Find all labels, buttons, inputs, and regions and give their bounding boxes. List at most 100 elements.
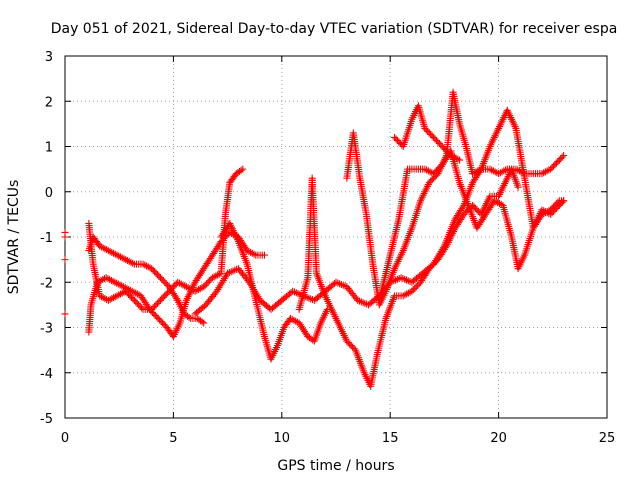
data-point xyxy=(135,301,143,309)
data-point xyxy=(412,283,420,291)
data-point xyxy=(430,170,438,178)
data-point xyxy=(158,295,166,303)
data-point xyxy=(120,288,128,296)
data-point xyxy=(159,293,167,301)
data-point xyxy=(239,165,247,173)
data-point xyxy=(132,298,140,306)
data-point xyxy=(459,203,467,211)
data-point xyxy=(409,286,417,294)
data-point xyxy=(425,129,433,137)
data-point xyxy=(136,302,144,310)
y-tick-label: 3 xyxy=(45,50,53,65)
data-point xyxy=(154,271,162,279)
data-point xyxy=(422,126,430,134)
y-tick-label: 0 xyxy=(45,186,53,201)
data-point xyxy=(555,156,563,164)
series-track-g xyxy=(343,88,568,309)
data-point xyxy=(260,251,268,259)
data-point xyxy=(171,281,179,289)
data-point xyxy=(408,287,416,295)
data-point xyxy=(428,169,436,177)
data-point xyxy=(554,158,562,166)
data-point xyxy=(138,304,146,312)
data-point xyxy=(555,201,563,209)
data-point xyxy=(201,281,209,289)
data-point xyxy=(129,295,137,303)
data-point xyxy=(435,139,443,147)
x-tick-label: 20 xyxy=(490,431,507,446)
data-point xyxy=(61,256,69,264)
data-point xyxy=(61,310,69,318)
data-point xyxy=(514,183,522,191)
data-point xyxy=(160,320,168,328)
data-point xyxy=(198,318,206,326)
data-point xyxy=(548,209,556,217)
data-point xyxy=(550,162,558,170)
data-point xyxy=(155,298,163,306)
data-point xyxy=(396,139,404,147)
data-point xyxy=(434,165,442,173)
data-point xyxy=(552,159,560,167)
series-track-a xyxy=(85,233,208,327)
data-point xyxy=(557,155,565,163)
data-point xyxy=(155,272,163,280)
data-point xyxy=(349,343,357,351)
data-point xyxy=(156,296,164,304)
data-point xyxy=(560,197,568,205)
data-point xyxy=(547,210,555,218)
data-point xyxy=(474,207,482,215)
x-tick-label: 25 xyxy=(599,431,616,446)
data-point xyxy=(125,290,133,298)
data-point xyxy=(554,203,562,211)
data-point xyxy=(557,200,565,208)
data-point xyxy=(441,146,449,154)
data-point xyxy=(425,179,433,187)
data-point xyxy=(421,124,429,132)
series-track-i xyxy=(391,102,464,164)
data-point xyxy=(161,278,169,286)
data-point xyxy=(432,167,440,175)
grid xyxy=(65,56,607,418)
data-point xyxy=(440,144,448,152)
data-point xyxy=(158,275,166,283)
data-point xyxy=(434,138,442,146)
data-point xyxy=(425,265,433,273)
data-point xyxy=(411,284,419,292)
data-point xyxy=(123,289,131,297)
data-point xyxy=(156,274,164,282)
data-point xyxy=(473,206,481,214)
data-point xyxy=(428,262,436,270)
data-point xyxy=(200,283,208,291)
data-point xyxy=(393,136,401,144)
data-point xyxy=(211,289,219,297)
data-point xyxy=(148,308,156,316)
data-point xyxy=(427,130,435,138)
data-point xyxy=(206,277,214,285)
x-tick-label: 10 xyxy=(274,431,291,446)
data-point xyxy=(431,259,439,267)
data-point xyxy=(150,310,158,318)
y-tick-label: 2 xyxy=(45,95,53,110)
x-tick-label: 0 xyxy=(61,431,69,446)
data-point xyxy=(430,133,438,141)
data-point xyxy=(552,204,560,212)
data-point xyxy=(551,206,559,214)
data-point xyxy=(154,299,162,307)
data-point xyxy=(154,314,162,322)
data-point xyxy=(168,284,176,292)
data-point xyxy=(152,301,160,309)
data-point xyxy=(428,176,436,184)
y-tick-label: -4 xyxy=(40,367,53,382)
data-point xyxy=(437,141,445,149)
data-point xyxy=(126,292,134,300)
data-point xyxy=(129,259,137,267)
data-point xyxy=(343,337,351,345)
series-track-h xyxy=(375,147,568,304)
data-point xyxy=(148,305,156,313)
data-point xyxy=(427,263,435,271)
data-point xyxy=(153,313,161,321)
chart-title: Day 051 of 2021, Sidereal Day-to-day VTE… xyxy=(51,21,618,37)
data-point xyxy=(237,166,245,174)
data-point xyxy=(346,340,354,348)
